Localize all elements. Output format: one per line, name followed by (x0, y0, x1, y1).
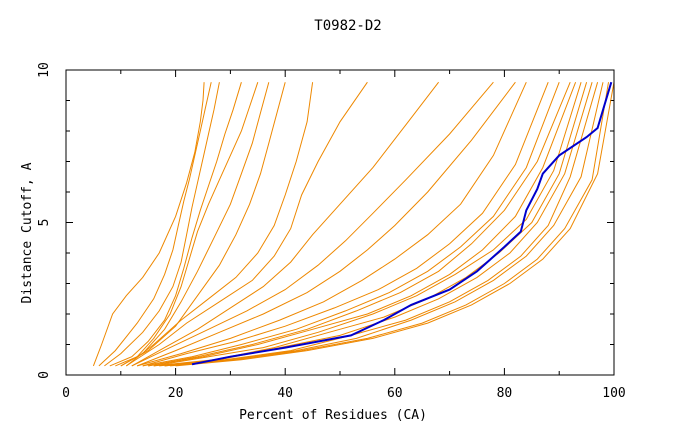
x-axis-label: Percent of Residues (CA) (239, 408, 427, 423)
series-line (142, 82, 560, 367)
series-line (170, 82, 609, 367)
highlighted-series-line (191, 81, 613, 366)
series-line (120, 82, 270, 367)
chart-title: T0982-D2 (314, 18, 381, 34)
series-line (125, 82, 314, 367)
x-tick-label: 40 (277, 386, 293, 401)
series-line (148, 82, 571, 367)
plot-frame (65, 69, 615, 376)
series-line (164, 82, 599, 367)
series-line (109, 82, 242, 367)
y-tick-label: 5 (37, 219, 52, 227)
series-line (126, 81, 368, 367)
x-tick-label: 80 (497, 386, 513, 401)
series-line (115, 82, 259, 367)
series-line (120, 82, 286, 367)
series-line (131, 81, 439, 367)
series-line (153, 82, 582, 367)
series-line (148, 82, 577, 367)
series-line (104, 82, 220, 367)
y-tick-label: 0 (37, 371, 52, 379)
y-tick-label: 10 (37, 62, 52, 78)
x-tick-label: 100 (602, 386, 625, 401)
series-line (131, 81, 494, 367)
highlight-layer (191, 81, 613, 366)
x-tick-label: 0 (62, 386, 70, 401)
x-tick-label: 60 (387, 386, 403, 401)
series-line (92, 82, 205, 367)
series-line (137, 81, 527, 367)
y-axis-label: Distance Cutoff, A (20, 162, 35, 303)
series-line (142, 82, 549, 367)
series-line (164, 82, 604, 367)
series-line (98, 82, 212, 367)
series-line (137, 81, 516, 367)
x-tick-label: 20 (168, 386, 184, 401)
series-line (175, 82, 615, 367)
